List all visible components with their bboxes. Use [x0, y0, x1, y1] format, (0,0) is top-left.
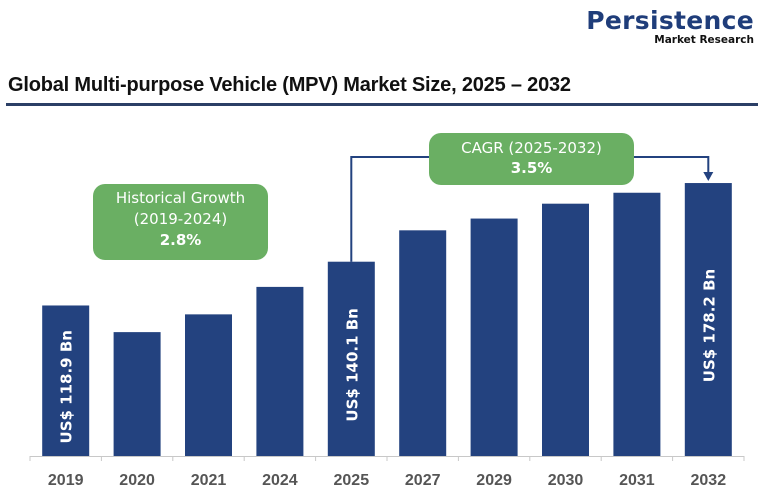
bar-2029 — [470, 218, 518, 456]
cagr-label: CAGR (2025-2032) — [461, 139, 602, 157]
title-divider — [6, 103, 758, 106]
x-tick-label-2021: 2021 — [191, 472, 227, 489]
bar-2021 — [185, 314, 232, 456]
logo-subtitle: Market Research — [654, 34, 754, 46]
cagr-callout: CAGR (2025-2032) 3.5% — [429, 133, 634, 185]
logo: Persistence Market Research — [586, 6, 754, 47]
bar-2024 — [256, 286, 304, 456]
bar-2020 — [113, 332, 161, 456]
historical-growth-label: Historical Growth — [115, 189, 246, 207]
historical-growth-period: (2019-2024) — [133, 210, 228, 228]
x-tick-label-2029: 2029 — [476, 472, 512, 489]
historical-growth-value: 2.8% — [159, 231, 202, 249]
chart-title: Global Multi-purpose Vehicle (MPV) Marke… — [8, 74, 571, 96]
bar-2027 — [399, 230, 447, 456]
cagr-arrowhead-icon — [703, 172, 714, 182]
bar-2019 — [42, 305, 90, 456]
x-tick-label-2032: 2032 — [691, 472, 727, 489]
bar-2025 — [327, 261, 375, 456]
bar-2031 — [613, 192, 661, 456]
historical-growth-callout: Historical Growth (2019-2024) 2.8% — [93, 184, 268, 260]
x-tick-label-2020: 2020 — [119, 472, 155, 489]
cagr-value: 3.5% — [510, 159, 553, 177]
x-tick-label-2030: 2030 — [548, 472, 584, 489]
data-label-2025: US$ 140.1 Bn — [343, 308, 361, 421]
data-label-2032: US$ 178.2 Bn — [700, 269, 718, 382]
x-tick-label-2019: 2019 — [48, 472, 84, 489]
bar-2032 — [684, 183, 732, 456]
logo-brand: Persistence — [586, 6, 754, 35]
bar-2030 — [542, 203, 589, 456]
x-tick-label-2025: 2025 — [334, 472, 370, 489]
data-label-2019: US$ 118.9 Bn — [58, 330, 76, 443]
x-tick-label-2024: 2024 — [262, 472, 298, 489]
x-tick-label-2031: 2031 — [619, 472, 655, 489]
x-tick-label-2027: 2027 — [405, 472, 441, 489]
